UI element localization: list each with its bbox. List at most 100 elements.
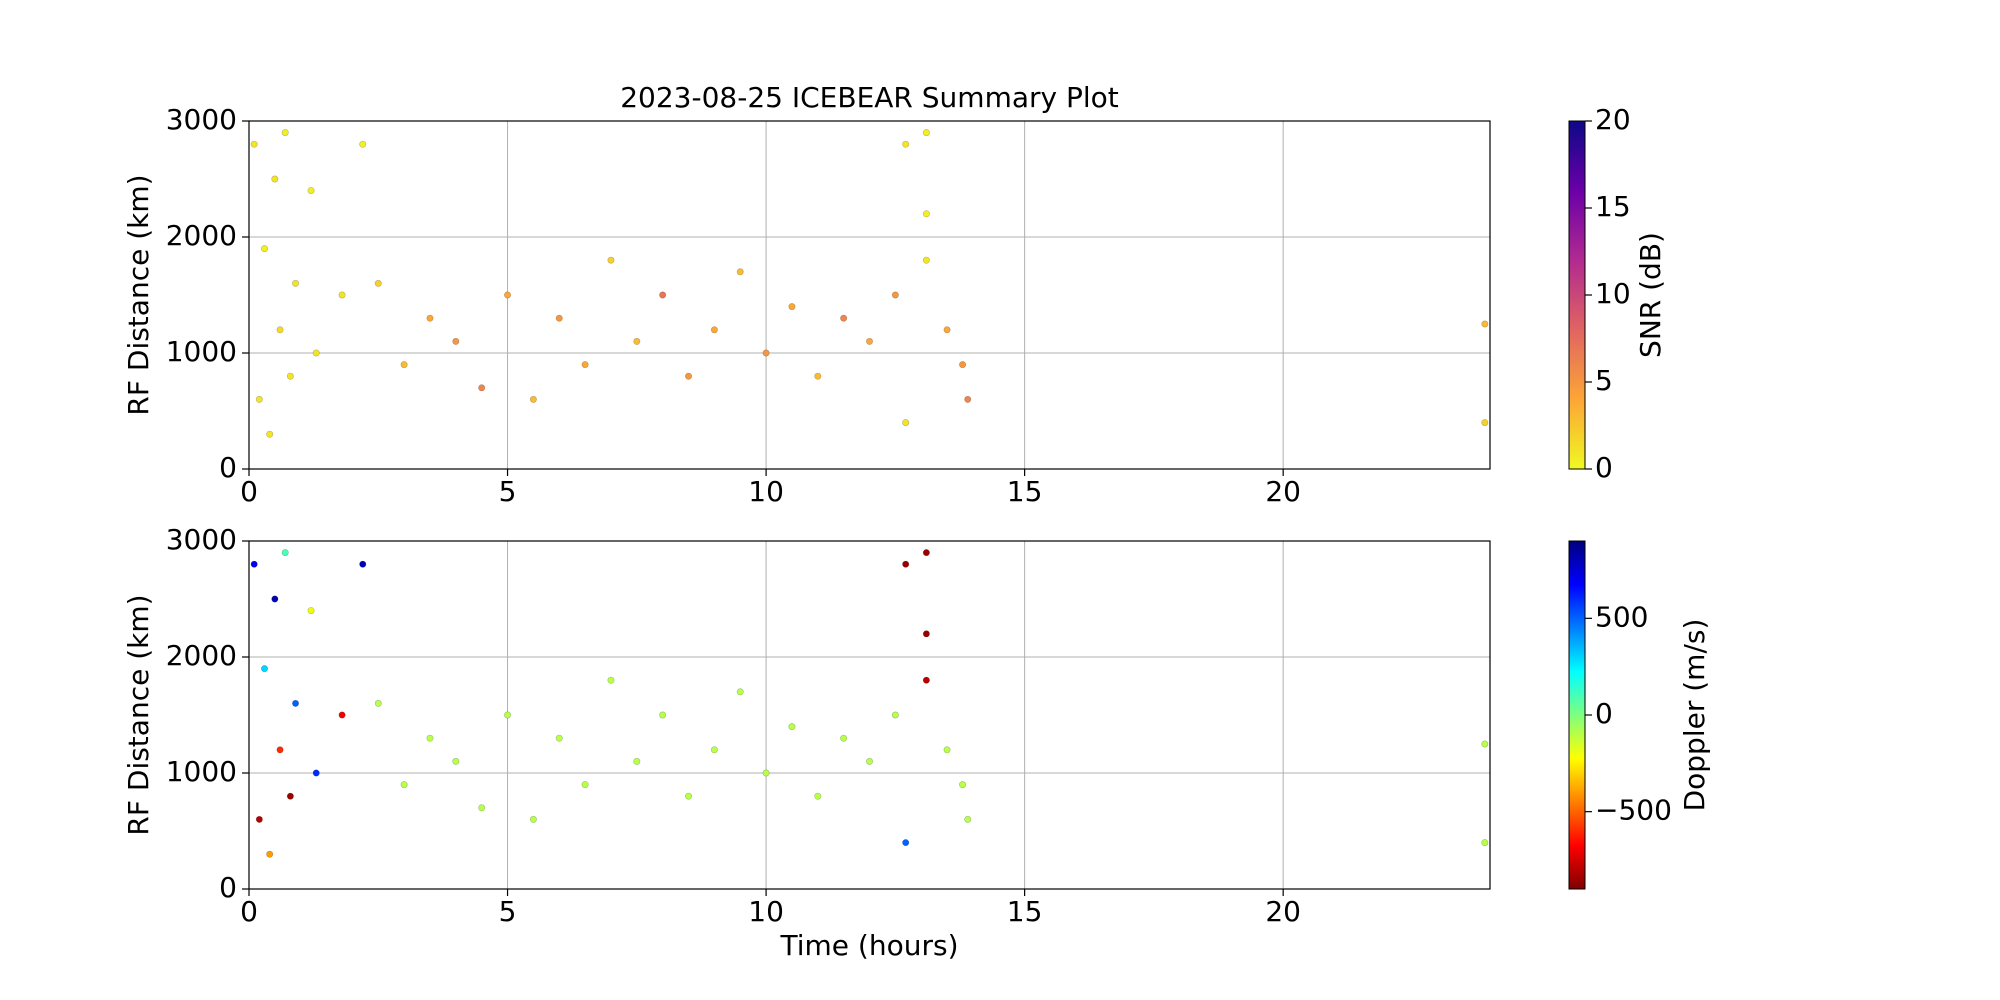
data-point <box>307 607 315 615</box>
x-tick-label: 10 <box>748 475 784 508</box>
data-point <box>902 140 910 148</box>
data-point <box>814 372 822 380</box>
data-point <box>1481 839 1489 847</box>
data-point <box>814 792 822 800</box>
data-point <box>374 279 382 287</box>
y-tick-label: 3000 <box>166 103 237 136</box>
x-tick-label: 0 <box>240 895 258 928</box>
data-point <box>902 419 910 427</box>
data-point <box>840 734 848 742</box>
data-point <box>250 140 258 148</box>
data-point <box>788 303 796 311</box>
data-point <box>266 850 274 858</box>
plot-frame <box>248 120 1491 470</box>
data-point <box>581 781 589 789</box>
data-point <box>710 326 718 334</box>
data-point <box>788 723 796 731</box>
data-point <box>922 210 930 218</box>
colorbar-tick-label: 0 <box>1595 697 1613 730</box>
data-point <box>736 688 744 696</box>
data-point <box>292 279 300 287</box>
data-point <box>607 676 615 684</box>
x-tick-label: 5 <box>499 475 517 508</box>
colorbar-tick-label: 0 <box>1595 451 1613 484</box>
data-point <box>276 746 284 754</box>
data-point <box>943 326 951 334</box>
colorbar-label: SNR (dB) <box>1634 232 1667 358</box>
data-point <box>891 291 899 299</box>
y-tick-label: 2000 <box>166 219 237 252</box>
data-point <box>902 839 910 847</box>
data-point <box>865 757 873 765</box>
data-point <box>959 361 967 369</box>
data-point <box>685 372 693 380</box>
x-tick-label: 15 <box>1007 475 1043 508</box>
colorbar-tick-label: −500 <box>1595 794 1672 827</box>
y-tick-label: 1000 <box>166 335 237 368</box>
colorbar <box>1568 120 1586 470</box>
data-point <box>902 560 910 568</box>
data-point <box>276 326 284 334</box>
data-point <box>922 676 930 684</box>
data-point <box>426 734 434 742</box>
plot-frame <box>248 540 1491 890</box>
colorbar-tick-label: 500 <box>1595 600 1648 633</box>
data-point <box>255 815 263 823</box>
data-point <box>312 769 320 777</box>
y-axis-label: RF Distance (km) <box>122 594 155 835</box>
data-point <box>964 395 972 403</box>
x-tick-label: 20 <box>1265 475 1301 508</box>
data-point <box>555 314 563 322</box>
data-point <box>400 361 408 369</box>
y-tick-label: 2000 <box>166 639 237 672</box>
data-point <box>374 699 382 707</box>
data-point <box>581 361 589 369</box>
data-point <box>292 699 300 707</box>
data-point <box>529 395 537 403</box>
data-point <box>504 291 512 299</box>
colorbar-tick-label: 10 <box>1595 277 1631 310</box>
data-point <box>1481 740 1489 748</box>
data-point <box>307 187 315 195</box>
data-point <box>452 337 460 345</box>
y-tick-label: 1000 <box>166 755 237 788</box>
data-point <box>452 757 460 765</box>
data-point <box>891 711 899 719</box>
x-tick-label: 5 <box>499 895 517 928</box>
colorbar-label: Doppler (m/s) <box>1678 619 1711 812</box>
data-point <box>943 746 951 754</box>
data-point <box>964 815 972 823</box>
data-point <box>261 665 269 673</box>
data-point <box>1481 419 1489 427</box>
data-point <box>840 314 848 322</box>
y-tick-label: 3000 <box>166 523 237 556</box>
data-point <box>266 430 274 438</box>
data-point <box>250 560 258 568</box>
x-tick-label: 10 <box>748 895 784 928</box>
data-point <box>865 337 873 345</box>
colorbar-tick-label: 15 <box>1595 190 1631 223</box>
data-point <box>478 804 486 812</box>
data-point <box>359 140 367 148</box>
data-point <box>271 595 279 603</box>
data-point <box>338 711 346 719</box>
data-point <box>659 291 667 299</box>
data-point <box>659 711 667 719</box>
data-point <box>922 256 930 264</box>
data-point <box>504 711 512 719</box>
colorbar-tick-label: 5 <box>1595 364 1613 397</box>
data-point <box>426 314 434 322</box>
data-point <box>281 549 289 557</box>
data-point <box>959 781 967 789</box>
data-point <box>736 268 744 276</box>
data-point <box>762 769 770 777</box>
data-point <box>922 549 930 557</box>
data-point <box>555 734 563 742</box>
x-tick-label: 20 <box>1265 895 1301 928</box>
data-point <box>286 372 294 380</box>
data-point <box>529 815 537 823</box>
data-point <box>922 129 930 137</box>
data-point <box>281 129 289 137</box>
x-axis-label: Time (hours) <box>780 929 959 962</box>
